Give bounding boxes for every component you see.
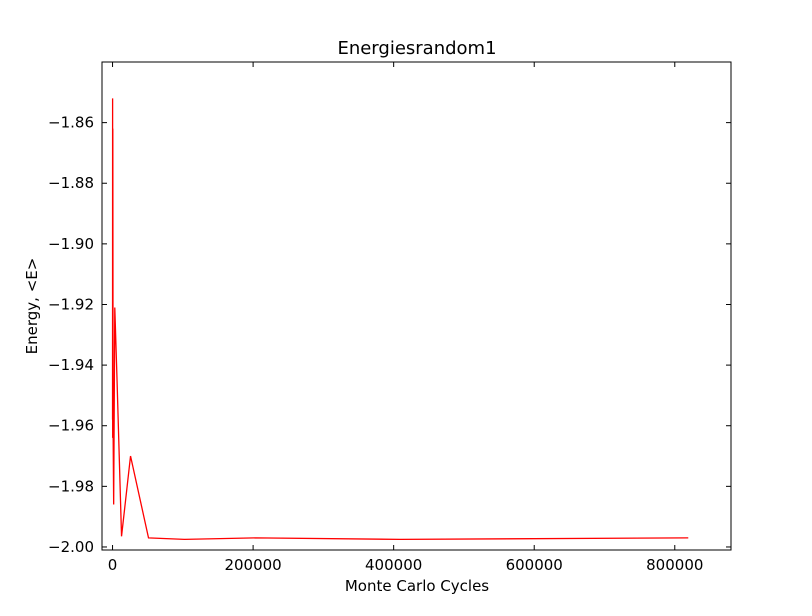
plot-area	[111, 98, 689, 541]
x-tick-label: 400000	[365, 556, 422, 574]
x-axis-label: Monte Carlo Cycles	[345, 577, 489, 595]
y-tick-label: −1.96	[48, 417, 94, 435]
y-axis: −2.00 −1.98 −1.96 −1.94 −1.92 −1.90 −1.88 −1.86	[48, 114, 731, 556]
series-line-0	[111, 98, 689, 541]
x-tick-label: 0	[108, 556, 118, 574]
x-tick-label: 600000	[506, 556, 563, 574]
x-tick-label: 200000	[224, 556, 281, 574]
y-tick-label: −1.88	[48, 174, 94, 192]
y-tick-label: −1.98	[48, 477, 94, 495]
y-axis-label: Energy, <E>	[23, 258, 41, 355]
chart-title: Energiesrandom1	[337, 38, 496, 59]
y-tick-label: −1.90	[48, 235, 94, 253]
y-tick-label: −1.92	[48, 295, 94, 313]
y-tick-label: −2.00	[48, 538, 94, 556]
y-tick-label: −1.94	[48, 356, 94, 374]
y-tick-label: −1.86	[48, 114, 94, 132]
x-tick-label: 800000	[646, 556, 703, 574]
x-axis: 0 200000 400000 600000 800000	[108, 62, 703, 574]
axes-frame	[101, 61, 732, 551]
